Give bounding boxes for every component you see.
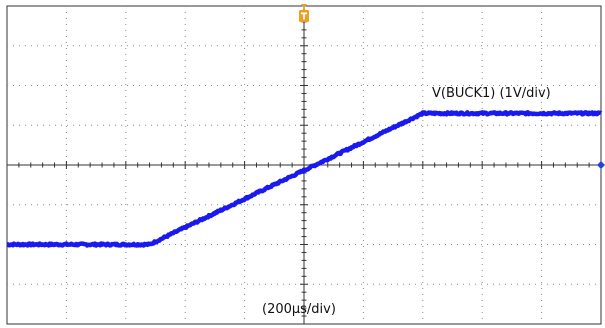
marker-layer	[299, 4, 605, 169]
trigger-arrow	[301, 4, 307, 9]
ground-marker-icon	[597, 161, 605, 169]
trigger-glyph-stem	[303, 12, 305, 20]
trace-layer	[5, 110, 603, 248]
trigger-marker-icon	[299, 4, 309, 22]
timebase-label: (200µs/div)	[262, 302, 336, 317]
trace-v-buck1	[5, 110, 603, 248]
trace-label: V(BUCK1) (1V/div)	[432, 86, 551, 101]
graticule	[6, 5, 602, 325]
